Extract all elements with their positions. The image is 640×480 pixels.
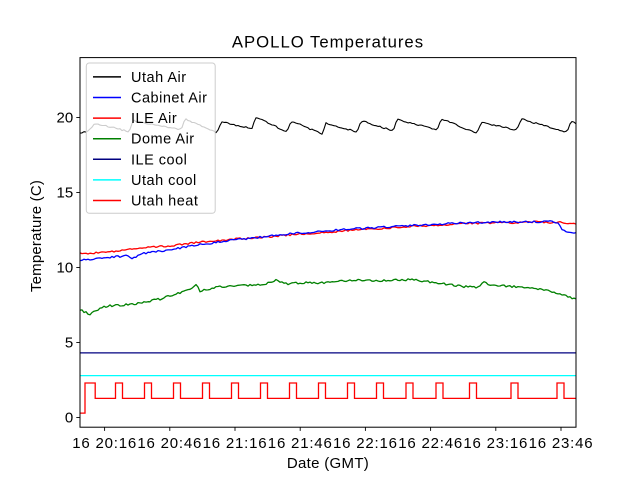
svg-text:Utah Air: Utah Air [131,70,187,86]
svg-text:0: 0 [65,410,73,427]
svg-text:16 21:46: 16 21:46 [268,435,333,452]
svg-text:16 21:16: 16 21:16 [203,435,268,452]
svg-text:Date (GMT): Date (GMT) [287,455,369,472]
svg-text:20: 20 [57,110,74,127]
svg-text:16 22:16: 16 22:16 [333,435,398,452]
svg-text:16 23:16: 16 23:16 [463,435,528,452]
svg-text:APOLLO Temperatures: APOLLO Temperatures [232,32,424,51]
svg-text:5: 5 [65,335,73,352]
svg-text:ILE cool: ILE cool [131,152,187,168]
svg-text:16 20:46: 16 20:46 [137,435,202,452]
svg-text:15: 15 [57,185,74,202]
svg-text:Temperature (C): Temperature (C) [28,180,45,292]
svg-text:16 23:46: 16 23:46 [529,435,594,452]
svg-text:Cabinet Air: Cabinet Air [131,91,207,107]
svg-text:10: 10 [57,260,74,277]
svg-text:16 22:46: 16 22:46 [398,435,463,452]
svg-text:Dome Air: Dome Air [131,132,195,148]
svg-text:16 20:16: 16 20:16 [72,435,137,452]
svg-text:Utah heat: Utah heat [131,194,198,210]
svg-text:Utah cool: Utah cool [131,173,197,189]
svg-text:ILE Air: ILE Air [131,111,177,127]
